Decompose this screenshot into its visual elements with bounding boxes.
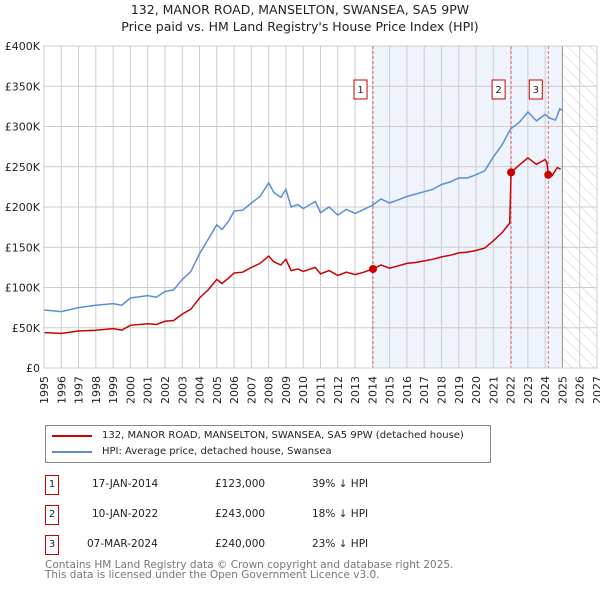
transaction-date: 07-MAR-2024 [87,538,158,550]
y-tick-label: £100K [5,282,41,295]
x-tick-label: 2017 [418,376,431,404]
transaction-price: £123,000 [215,478,266,490]
x-tick-label: 2005 [211,376,224,404]
x-tick-label: 2018 [435,376,448,404]
x-tick-label: 2009 [280,376,293,404]
x-tick-label: 2002 [159,376,172,404]
x-tick-label: 2019 [453,376,466,404]
annotation-box [491,79,506,100]
y-tick-label: £150K [5,241,41,254]
x-tick-label: 2013 [349,376,362,404]
legend: 132, MANOR ROAD, MANSELTON, SWANSEA, SA5… [45,425,491,463]
transaction-diff: 18% ↓ HPI [312,508,369,520]
x-tick-label: 1997 [73,376,86,404]
transaction-badge: 3 [45,535,59,555]
x-tick-label: 2025 [556,376,569,404]
transaction-row: 2 10-JAN-2022 £243,000 18% ↓ HPI [45,505,465,525]
x-tick-label: 2022 [505,376,518,404]
x-tick-label: 2006 [228,376,241,404]
chart-title: 132, MANOR ROAD, MANSELTON, SWANSEA, SA5… [130,2,470,17]
plot-border [43,45,598,369]
y-tick-label: £300K [5,121,41,134]
x-tick-label: 2007 [245,376,258,404]
transaction-price: £243,000 [215,508,266,520]
x-tick-label: 2015 [384,376,397,404]
transaction-badge: 2 [45,505,59,525]
legend-label: 132, MANOR ROAD, MANSELTON, SWANSEA, SA5… [102,430,464,441]
sale-point [507,168,516,177]
transaction-date: 10-JAN-2022 [92,508,159,520]
x-tick-label: 1999 [107,376,120,404]
y-tick-label: £0 [26,362,40,375]
x-tick-label: 2008 [263,376,276,404]
transaction-badge: 1 [45,475,59,495]
y-tick-label: £200K [5,201,41,214]
x-tick-label: 1998 [90,376,103,404]
legend-label: HPI: Average price, detached house, Swan… [102,446,332,457]
hpi-line [43,107,563,313]
price-chart: 1995 1996 1997 1998 1999 2000 2001 2002 2003 2004… [5,40,600,404]
chart-subtitle: Price paid vs. HM Land Registry's House … [121,19,479,34]
transaction-date: 17-JAN-2014 [92,478,159,490]
annotation-box [528,79,543,100]
legend-swatch [52,434,92,437]
transaction-diff: 39% ↓ HPI [312,478,369,490]
sale-point [369,264,378,273]
x-tick-label: 2001 [142,376,155,404]
x-tick-label: 2021 [487,376,500,404]
annotation-label: 2 [495,85,501,96]
x-tick-label: 2016 [401,376,414,404]
transaction-row: 1 17-JAN-2014 £123,000 39% ↓ HPI [45,475,465,495]
x-tick-label: 2003 [176,376,189,404]
y-tick-label: £250K [5,161,41,174]
x-tick-label: 2026 [574,376,587,404]
x-tick-label: 1996 [55,376,68,404]
x-tick-label: 2024 [539,376,552,404]
transaction-price: £240,000 [215,538,266,550]
y-tick-label: £400K [5,40,41,53]
x-tick-label: 2023 [522,376,535,404]
legend-swatch [52,450,92,453]
transaction-diff: 23% ↓ HPI [312,538,369,550]
annotation-box [353,79,368,100]
x-tick-label: 1995 [38,376,51,404]
x-tick-label: 2004 [194,376,207,404]
licence-notice: This data is licensed under the Open Gov… [45,569,380,581]
property-price-line [43,156,562,335]
sale-point [544,170,553,179]
x-tick-label: 2027 [591,376,600,404]
transaction-row: 3 07-MAR-2024 £240,000 23% ↓ HPI [45,535,465,555]
x-tick-label: 2014 [366,376,379,404]
y-tick-label: £50K [12,322,41,335]
legend-item-hpi: HPI: Average price, detached house, Swan… [52,446,332,457]
annotation-label: 3 [533,85,539,96]
legend-item-property: 132, MANOR ROAD, MANSELTON, SWANSEA, SA5… [52,430,464,441]
x-tick-label: 2000 [124,376,137,404]
x-tick-label: 2011 [315,376,328,404]
annotation-label: 1 [357,85,363,96]
x-tick-label: 2020 [470,376,483,404]
copyright-notice: Contains HM Land Registry data © Crown c… [45,559,454,571]
footer: Contains HM Land Registry data © Crown c… [45,559,454,581]
x-tick-label: 2010 [297,376,310,404]
x-tick-label: 2012 [332,376,345,404]
y-tick-label: £350K [5,80,41,93]
